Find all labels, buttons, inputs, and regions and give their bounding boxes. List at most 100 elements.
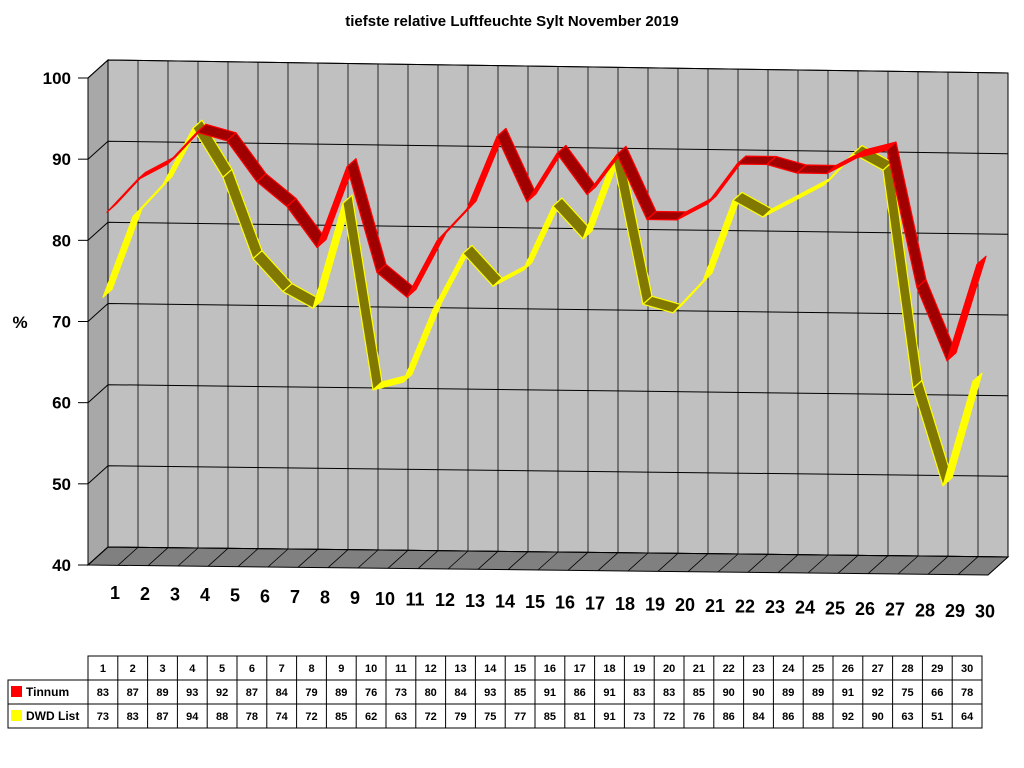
legend-key-dwd-list: [11, 710, 22, 721]
table-header-19: 19: [633, 663, 645, 675]
x-tick-2: 2: [140, 584, 150, 604]
table-header-15: 15: [514, 663, 526, 675]
table-header-5: 5: [219, 663, 225, 675]
floor-grid-4: [207, 548, 229, 567]
x-tick-7: 7: [290, 587, 300, 607]
table-cell-dwd-list-27: 90: [872, 711, 884, 723]
table-header-10: 10: [365, 663, 377, 675]
table-cell-tinnum-13: 84: [454, 687, 467, 699]
table-cell-dwd-list-2: 83: [127, 711, 139, 723]
x-tick-23: 23: [765, 597, 785, 617]
table-cell-dwd-list-14: 75: [484, 711, 496, 723]
table-header-9: 9: [338, 663, 344, 675]
table-cell-tinnum-26: 91: [842, 687, 854, 699]
y-tick-80: 80: [52, 231, 71, 250]
table-header-2: 2: [130, 663, 136, 675]
floor-grid-3: [177, 547, 199, 567]
data-ribbons: [102, 119, 987, 487]
legend-label-tinnum: Tinnum: [26, 685, 69, 699]
table-cell-dwd-list-12: 72: [425, 711, 437, 723]
floor-grid-28: [927, 556, 949, 575]
table-cell-dwd-list-21: 76: [693, 711, 705, 723]
table-cell-tinnum-1: 83: [97, 687, 109, 699]
floor-grid-27: [897, 555, 919, 575]
table-header-24: 24: [782, 663, 795, 675]
table-header-11: 11: [395, 663, 407, 675]
table-cell-dwd-list-15: 77: [514, 711, 526, 723]
table-cell-tinnum-6: 87: [246, 687, 258, 699]
y-axis-ticks: 40 50 60 70 80 90 100: [43, 69, 88, 575]
table-header-12: 12: [425, 663, 437, 675]
table-header-16: 16: [544, 663, 556, 675]
table-cell-dwd-list-28: 63: [901, 711, 913, 723]
floor-grid-26: [867, 555, 889, 574]
y-tick-100: 100: [43, 69, 71, 88]
table-cell-tinnum-14: 93: [484, 687, 496, 699]
table-cell-tinnum-2: 87: [127, 687, 139, 699]
chart-title: tiefste relative Luftfeuchte Sylt Novemb…: [345, 13, 678, 30]
table-header-29: 29: [931, 663, 943, 675]
table-header-13: 13: [454, 663, 466, 675]
table-cell-dwd-list-17: 81: [574, 711, 586, 723]
table-header-18: 18: [603, 663, 615, 675]
floor-grid-18: [627, 552, 649, 572]
floor-grid-5: [237, 548, 259, 567]
table-cell-dwd-list-18: 91: [603, 711, 615, 723]
floor-grid-14: [507, 551, 529, 570]
floor-grid-8: [327, 549, 349, 568]
x-tick-15: 15: [525, 592, 545, 612]
x-tick-28: 28: [915, 600, 935, 620]
x-tick-21: 21: [705, 596, 725, 616]
floor-grid-21: [717, 553, 739, 573]
table-cell-tinnum-24: 89: [782, 687, 794, 699]
table-header-14: 14: [484, 663, 497, 675]
table-header-3: 3: [159, 663, 165, 675]
x-tick-5: 5: [230, 586, 240, 606]
table-header-4: 4: [189, 663, 196, 675]
x-tick-16: 16: [555, 593, 575, 613]
floor-grid-30: [987, 556, 1009, 576]
data-table: 1 2 3 4 5 6 7 8 9 10 11 12 13 14 15 16 17 18 19 20 21 22 23 24 2…: [7, 655, 983, 729]
floor-grid-6: [267, 548, 289, 568]
x-tick-20: 20: [675, 595, 695, 615]
table-header-8: 8: [308, 663, 314, 675]
table-cell-dwd-list-10: 62: [365, 711, 377, 723]
table-cell-tinnum-10: 76: [365, 687, 377, 699]
table-cell-tinnum-27: 92: [872, 687, 884, 699]
x-tick-4: 4: [200, 585, 210, 605]
x-tick-26: 26: [855, 599, 875, 619]
x-tick-8: 8: [320, 588, 330, 608]
floor-grid-19: [657, 553, 679, 572]
table-cell-tinnum-3: 89: [156, 687, 168, 699]
table-cell-dwd-list-23: 84: [752, 711, 765, 723]
floor-grid-1: [117, 547, 139, 566]
y-tick-70: 70: [52, 313, 71, 332]
x-tick-1: 1: [110, 583, 120, 603]
table-cell-dwd-list-3: 87: [156, 711, 168, 723]
table-header-1: 1: [100, 663, 106, 675]
x-tick-9: 9: [350, 588, 360, 608]
table-cell-dwd-list-24: 86: [782, 711, 794, 723]
x-tick-27: 27: [885, 600, 905, 620]
floor-grid-24: [807, 554, 829, 574]
table-header-17: 17: [574, 663, 586, 675]
table-header-21: 21: [693, 663, 705, 675]
table-cell-dwd-list-13: 79: [454, 711, 466, 723]
floor-grid-0: [87, 546, 109, 566]
table-cell-tinnum-7: 84: [276, 687, 289, 699]
x-tick-12: 12: [435, 590, 455, 610]
gridlines: [87, 59, 1009, 576]
table-cell-tinnum-11: 73: [395, 687, 407, 699]
table-cell-dwd-list-11: 63: [395, 711, 407, 723]
table-cell-tinnum-29: 66: [931, 687, 943, 699]
table-cell-tinnum-8: 79: [305, 687, 317, 699]
floor-grid-29: [957, 556, 979, 575]
x-tick-6: 6: [260, 586, 270, 606]
y-tick-60: 60: [52, 394, 71, 413]
x-tick-30: 30: [975, 602, 995, 622]
table-cell-dwd-list-30: 64: [961, 711, 974, 723]
table-cell-tinnum-17: 86: [574, 687, 586, 699]
x-tick-10: 10: [375, 589, 395, 609]
x-tick-11: 11: [405, 590, 424, 610]
